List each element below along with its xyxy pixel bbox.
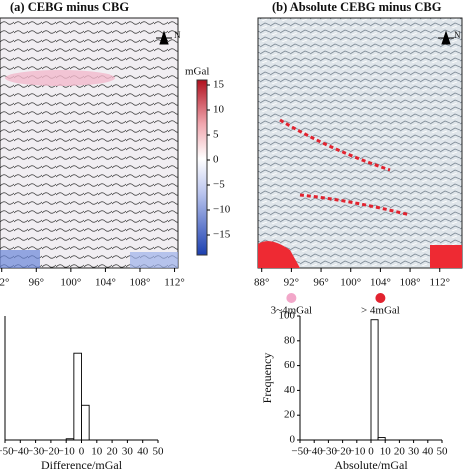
legend-marker xyxy=(286,293,297,303)
x-tick-label: 88° xyxy=(254,277,269,289)
map-feature xyxy=(279,118,411,217)
x-tick-label: 96° xyxy=(313,277,328,289)
x-tick-label: 100° xyxy=(60,277,81,289)
x-tick-label: 112° xyxy=(164,277,185,289)
colorbar-tick-label: −5 xyxy=(213,179,225,191)
map-feature xyxy=(258,241,300,268)
colorbar-tick-label: −10 xyxy=(213,204,231,216)
bar xyxy=(81,404,90,441)
colorbar-tick-label: 5 xyxy=(213,129,219,141)
y-axis-label: Frequency xyxy=(260,353,274,404)
y-tick-label: 20 xyxy=(284,409,296,421)
x-tick-label: −10 xyxy=(348,446,366,458)
colorbar xyxy=(196,79,208,256)
bar xyxy=(73,352,82,441)
colorbar-tick-label: 10 xyxy=(213,104,225,116)
x-tick-label: 108° xyxy=(130,277,151,289)
map-feature xyxy=(430,245,462,268)
panel-a: (a) CEBG minus CBG N 92° 96° 100° 104° 108° 1… xyxy=(0,0,231,289)
x-tick-label: 108° xyxy=(400,277,421,289)
x-tick-label: 0 xyxy=(79,446,85,458)
svg-text:N: N xyxy=(174,30,181,40)
x-tick-label: −40 xyxy=(12,446,30,458)
panel-title: (a) CEBG minus CBG xyxy=(10,0,129,14)
x-axis-label: Absolute/mGal xyxy=(334,458,408,472)
x-tick-label: 10 xyxy=(91,446,103,458)
x-tick-label: 30 xyxy=(122,446,134,458)
x-tick-label: −30 xyxy=(320,446,338,458)
x-tick-label: 0 xyxy=(368,446,374,458)
x-tick-label: 92° xyxy=(0,277,9,289)
x-tick-label: −40 xyxy=(306,446,324,458)
map-feature xyxy=(130,252,178,268)
x-tick-label: −20 xyxy=(42,446,60,458)
bar xyxy=(65,438,75,441)
panel-title: (b) Absolute CEBG minus CBG xyxy=(272,0,442,14)
x-tick-label: 100° xyxy=(340,277,361,289)
north-arrow: N xyxy=(438,30,461,45)
legend-label: 3~4mGal xyxy=(271,305,312,317)
map-area xyxy=(0,17,179,269)
x-tick-label: −30 xyxy=(27,446,45,458)
x-tick-label: 40 xyxy=(422,446,434,458)
x-tick-label: −50 xyxy=(0,446,14,458)
colorbar-tick-label: −15 xyxy=(213,229,231,241)
x-tick-label: −10 xyxy=(58,446,76,458)
colorbar-tick-label: 15 xyxy=(213,79,225,91)
y-tick-label: 40 xyxy=(284,384,296,396)
x-tick-label: 20 xyxy=(394,446,406,458)
x-tick-label: 104° xyxy=(370,277,391,289)
svg-text:N: N xyxy=(454,30,461,40)
legend-marker xyxy=(375,293,386,303)
x-tick-label: 20 xyxy=(107,446,119,458)
histogram-b: −50−40−30−20−10 0 10 20 30 40 50020406080100Ab… xyxy=(260,310,448,472)
x-tick-label: 50 xyxy=(153,446,165,458)
map-area xyxy=(257,17,463,269)
y-tick-label: 100 xyxy=(279,310,296,322)
x-axis-label: Difference/mGal xyxy=(41,458,123,472)
x-tick-label: 92° xyxy=(284,277,299,289)
panel-b: (b) Absolute CEBG minus CBG N 88° 92° 96° 1… xyxy=(254,0,463,317)
x-tick-label: −20 xyxy=(334,446,352,458)
map-feature xyxy=(5,70,115,86)
colorbar-label: mGal xyxy=(185,66,209,78)
bar xyxy=(377,437,386,441)
x-tick-label: 104° xyxy=(95,277,116,289)
x-tick-label: 40 xyxy=(137,446,149,458)
y-tick-label: 80 xyxy=(284,334,296,346)
x-tick-label: 112° xyxy=(429,277,450,289)
x-tick-label: 50 xyxy=(437,446,449,458)
x-tick-label: 10 xyxy=(380,446,392,458)
y-tick-label: 0 xyxy=(290,434,296,446)
x-tick-label: −50 xyxy=(291,446,309,458)
x-tick-label: 96° xyxy=(29,277,44,289)
colorbar-tick-label: 0 xyxy=(213,154,219,166)
map-feature xyxy=(0,250,40,268)
y-tick-label: 60 xyxy=(284,359,296,371)
x-tick-label: 30 xyxy=(408,446,420,458)
bar xyxy=(370,319,379,441)
legend-label: > 4mGal xyxy=(361,305,400,317)
north-arrow: N xyxy=(156,30,181,45)
